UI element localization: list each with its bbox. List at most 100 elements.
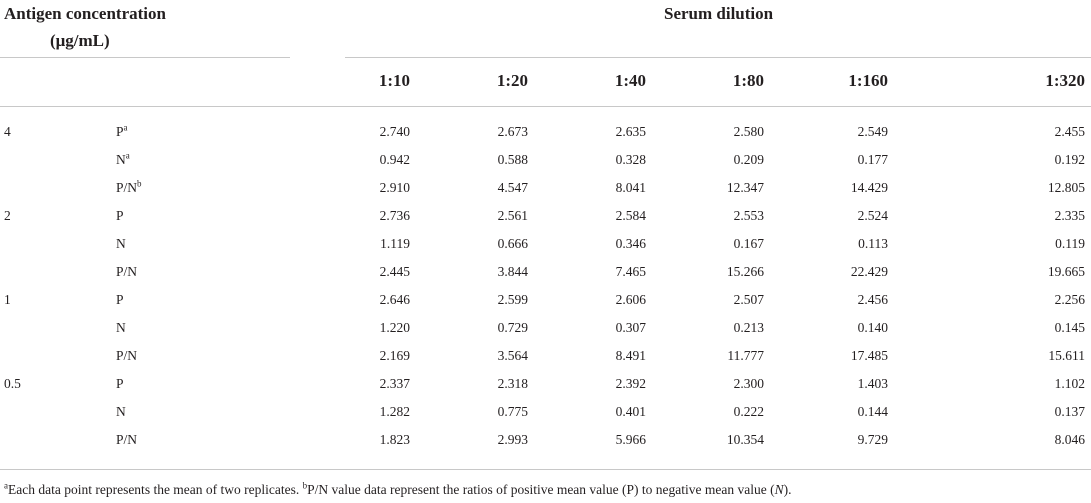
table-cell: 17.485	[850, 348, 888, 363]
table-cell: 2.256	[1054, 292, 1085, 307]
table-cell: 2.456	[857, 292, 888, 307]
antigen-header-line2: (μg/mL)	[50, 31, 110, 50]
table-cell: 15.266	[726, 264, 764, 279]
table-cell: 1.220	[379, 320, 410, 335]
row-label: Na	[116, 150, 130, 167]
table-cell: 0.119	[1055, 236, 1085, 251]
row-label: N	[116, 320, 126, 335]
table-cell: 9.729	[857, 432, 888, 447]
table-cell: 1.102	[1054, 376, 1085, 391]
dilution-header: 1:10	[378, 71, 410, 90]
table-cell: 10.354	[726, 432, 764, 447]
table-cell: 0.328	[615, 152, 646, 167]
table-cell: 2.673	[497, 124, 528, 139]
row-label: P/Nb	[116, 178, 142, 195]
table-cell: 0.346	[615, 236, 646, 251]
antigen-concentration: 0.5	[4, 376, 21, 391]
table-cell: 0.209	[733, 152, 764, 167]
table-cell: 2.169	[379, 348, 410, 363]
table-cell: 0.177	[857, 152, 888, 167]
table-cell: 3.564	[497, 348, 528, 363]
table-cell: 1.282	[379, 404, 410, 419]
table-cell: 2.561	[497, 208, 528, 223]
table-cell: 0.775	[497, 404, 528, 419]
antigen-concentration: 2	[4, 208, 11, 223]
table-cell: 0.144	[857, 404, 888, 419]
table-cell: 2.524	[857, 208, 888, 223]
dilution-header: 1:320	[1045, 71, 1085, 90]
table-cell: 0.588	[497, 152, 528, 167]
table-cell: 2.549	[857, 124, 888, 139]
header-bottom-rule	[0, 106, 1091, 107]
table-cell: 2.507	[733, 292, 764, 307]
header-underline-serum	[345, 57, 1091, 58]
table-cell: 2.392	[615, 376, 646, 391]
dilution-header: 1:160	[848, 71, 888, 90]
table-cell: 1.403	[857, 376, 888, 391]
table-cell: 0.307	[615, 320, 646, 335]
dilution-header: 1:20	[496, 71, 528, 90]
table-cell: 2.445	[379, 264, 410, 279]
table-cell: 4.547	[497, 180, 528, 195]
table-cell: 2.455	[1054, 124, 1085, 139]
table-cell: 2.337	[379, 376, 410, 391]
table-cell: 0.167	[733, 236, 764, 251]
dilution-header: 1:40	[614, 71, 646, 90]
row-label: P	[116, 292, 124, 307]
table-cell: 0.192	[1054, 152, 1085, 167]
table-cell: 2.584	[615, 208, 646, 223]
table-cell: 15.611	[1048, 348, 1085, 363]
table-cell: 0.401	[615, 404, 646, 419]
row-label: N	[116, 236, 126, 251]
table-cell: 8.046	[1054, 432, 1085, 447]
antigen-concentration: 1	[4, 292, 11, 307]
row-label: P/N	[116, 432, 138, 447]
table-cell: 0.113	[858, 236, 888, 251]
dilution-header: 1:80	[732, 71, 764, 90]
table-cell: 0.222	[733, 404, 764, 419]
table-cell: 0.145	[1054, 320, 1085, 335]
table-cell: 14.429	[850, 180, 888, 195]
table-cell: 8.491	[615, 348, 646, 363]
row-label: P/N	[116, 348, 138, 363]
table-bottom-rule	[0, 469, 1091, 470]
row-label: P	[116, 376, 124, 391]
table-cell: 0.729	[497, 320, 528, 335]
row-label: Pa	[116, 122, 128, 139]
table-cell: 2.646	[379, 292, 410, 307]
table-cell: 0.137	[1054, 404, 1085, 419]
table-cell: 22.429	[850, 264, 888, 279]
table-cell: 1.119	[380, 236, 410, 251]
table-cell: 7.465	[615, 264, 646, 279]
table-cell: 2.335	[1054, 208, 1085, 223]
table-cell: 1.823	[379, 432, 410, 447]
table-cell: 2.599	[497, 292, 528, 307]
table-cell: 2.553	[733, 208, 764, 223]
serum-dilution-header: Serum dilution	[664, 4, 774, 23]
row-label: N	[116, 404, 126, 419]
table-cell: 5.966	[615, 432, 646, 447]
table-cell: 2.993	[497, 432, 528, 447]
table-cell: 2.736	[379, 208, 410, 223]
header-underline-antigen	[0, 57, 290, 58]
antigen-concentration: 4	[4, 124, 11, 139]
row-label: P/N	[116, 264, 138, 279]
table-cell: 0.666	[497, 236, 528, 251]
table-cell: 2.740	[379, 124, 410, 139]
table-footnote: aEach data point represents the mean of …	[4, 480, 792, 497]
table-cell: 2.580	[733, 124, 764, 139]
table-cell: 12.805	[1047, 180, 1085, 195]
table-cell: 2.910	[379, 180, 410, 195]
antigen-header-line1: Antigen concentration	[4, 4, 166, 23]
table-cell: 11.777	[727, 348, 764, 363]
table-cell: 0.140	[857, 320, 888, 335]
table-cell: 0.213	[733, 320, 764, 335]
table-cell: 2.318	[497, 376, 528, 391]
table-cell: 2.635	[615, 124, 646, 139]
table-cell: 2.606	[615, 292, 646, 307]
table-cell: 19.665	[1047, 264, 1085, 279]
row-label: P	[116, 208, 124, 223]
table-cell: 0.942	[379, 152, 410, 167]
table-cell: 2.300	[733, 376, 764, 391]
